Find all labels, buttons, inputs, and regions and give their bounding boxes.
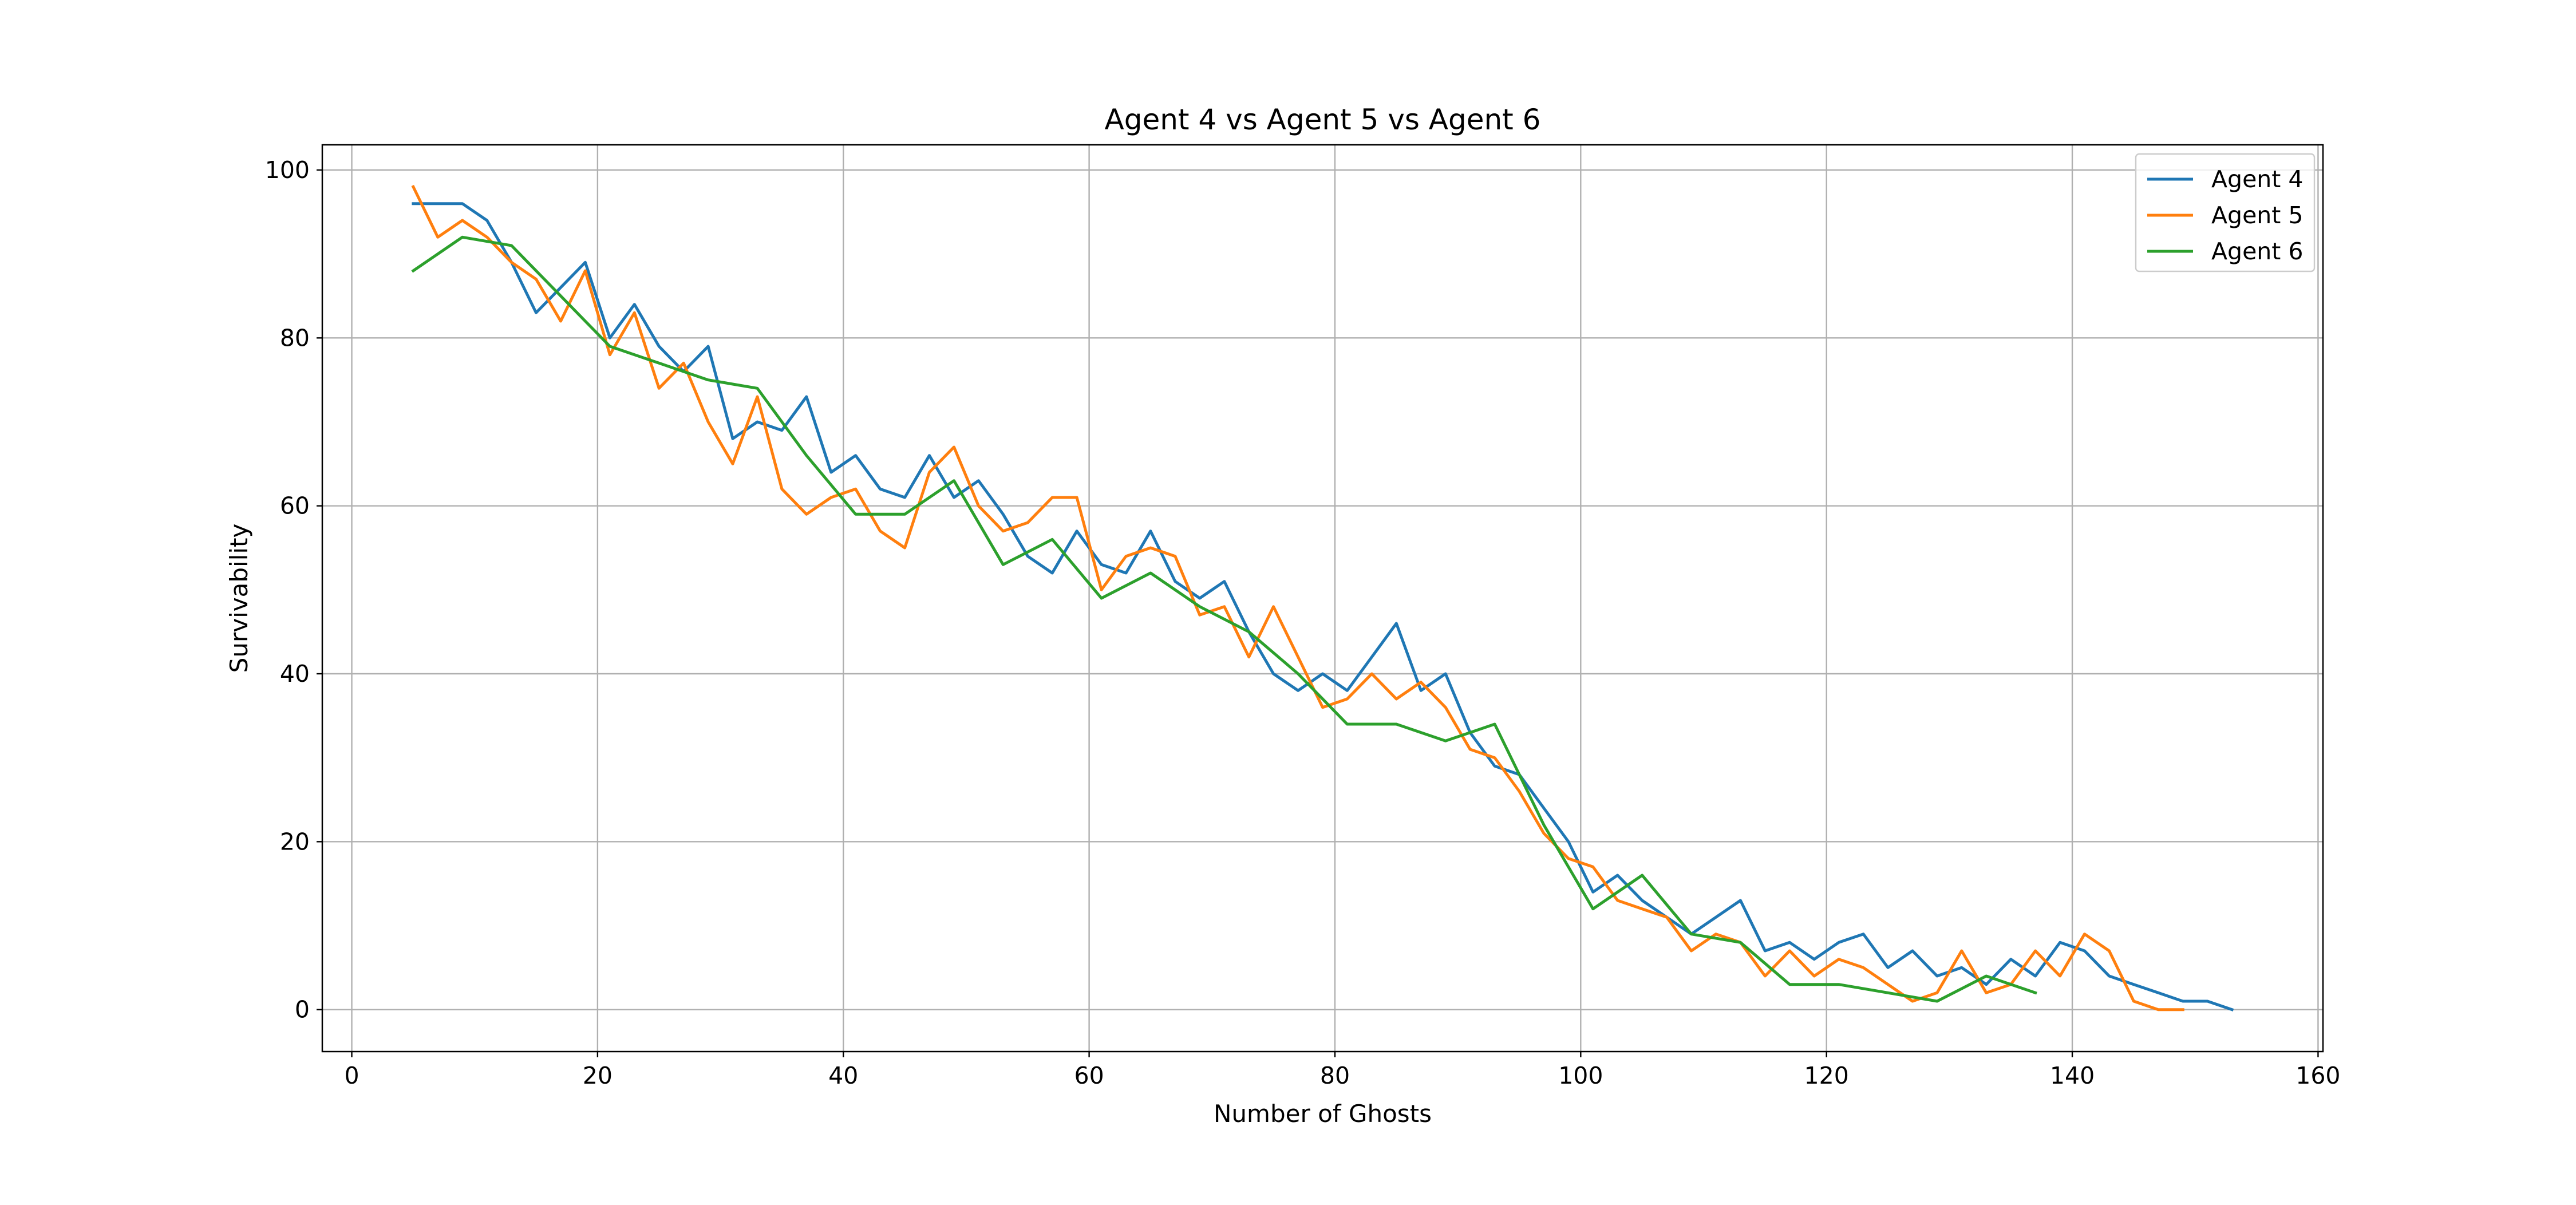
x-tick-label: 40 bbox=[828, 1062, 858, 1089]
x-tick-label: 100 bbox=[1558, 1062, 1603, 1089]
chart-title: Agent 4 vs Agent 5 vs Agent 6 bbox=[1105, 103, 1541, 136]
series-line-agent-5 bbox=[411, 184, 2184, 1012]
legend-label-agent-5: Agent 5 bbox=[2211, 202, 2303, 229]
series-lines bbox=[411, 184, 2234, 1012]
series-line-agent-6 bbox=[411, 235, 2037, 1003]
y-tick-label: 80 bbox=[280, 324, 310, 351]
y-axis-label: Survivability bbox=[225, 524, 253, 673]
y-tick-label: 100 bbox=[265, 156, 310, 184]
legend-label-agent-6: Agent 6 bbox=[2211, 238, 2303, 265]
x-tick-label: 60 bbox=[1074, 1062, 1104, 1089]
x-tick-label: 120 bbox=[1804, 1062, 1849, 1089]
legend-label-agent-4: Agent 4 bbox=[2211, 165, 2303, 193]
y-tick-label: 20 bbox=[280, 828, 310, 855]
series-line-agent-4 bbox=[412, 202, 2234, 1012]
legend-box bbox=[2135, 153, 2316, 272]
axis-ticks: 0 20 40 60 80 100 120 140 160 0 20 40 60 80 100 bbox=[265, 156, 2341, 1089]
y-tick-label: 60 bbox=[280, 492, 310, 520]
y-tick-label: 40 bbox=[280, 660, 310, 688]
legend: Agent 4 Agent 5 Agent 6 bbox=[2135, 153, 2316, 272]
x-tick-label: 20 bbox=[583, 1062, 613, 1089]
x-axis-label: Number of Ghosts bbox=[1214, 1100, 1432, 1128]
plot-frame bbox=[321, 144, 2324, 1053]
x-tick-label: 160 bbox=[2296, 1062, 2340, 1089]
x-tick-label: 140 bbox=[2050, 1062, 2095, 1089]
grid-lines bbox=[322, 145, 2323, 1052]
y-tick-label: 0 bbox=[295, 996, 310, 1024]
x-tick-label: 80 bbox=[1320, 1062, 1350, 1089]
x-tick-label: 0 bbox=[344, 1062, 359, 1089]
